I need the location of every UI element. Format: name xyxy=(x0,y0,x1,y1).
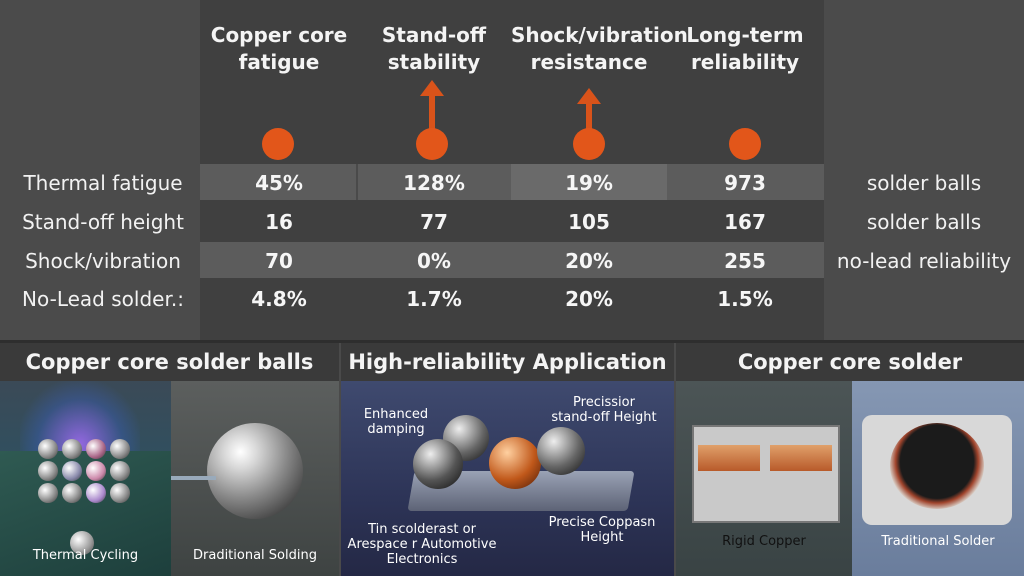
row-note: solder balls xyxy=(866,171,982,195)
column-header-line1: Shock/vibration xyxy=(511,23,688,47)
label-line: Precissior xyxy=(573,395,635,410)
dot-marker-icon xyxy=(262,128,294,160)
solder-ball xyxy=(38,461,58,481)
label-line: Electronics xyxy=(386,552,458,567)
row-label-thermal-fatigue: Thermal fatigue xyxy=(23,171,183,195)
table-cell: 20% xyxy=(565,249,613,273)
column-header-copper-core-fatigue: Copper core fatigue xyxy=(201,22,357,76)
table-cell: 1.7% xyxy=(406,287,462,311)
thermal-cycling-panel: Thermal Cycling xyxy=(0,381,171,576)
solder-ball xyxy=(38,483,58,503)
row-label-stand-off-height: Stand-off height xyxy=(22,210,184,234)
caption-traditional-solding: Draditional Solding xyxy=(193,548,317,563)
label-precision-stand-off: Precissior stand-off Height xyxy=(539,395,669,425)
caption-thermal-cycling: Thermal Cycling xyxy=(32,548,139,563)
table-cell: 45% xyxy=(255,171,303,195)
section-title-copper-core-solder-balls: Copper core solder balls xyxy=(0,343,339,381)
copper-core-ball xyxy=(489,437,541,489)
table-cell: 105 xyxy=(568,210,610,234)
traditional-solding-panel: Draditional Solding xyxy=(171,381,339,576)
divider xyxy=(0,340,1024,343)
section-title-copper-core-solder: Copper core solder xyxy=(676,343,1024,381)
row-band xyxy=(200,242,824,278)
table-cell: 167 xyxy=(724,210,766,234)
table-cell: 0% xyxy=(417,249,451,273)
solder-ball xyxy=(86,461,106,481)
label-line: stand-off Height xyxy=(551,410,657,425)
solder-ball xyxy=(70,531,94,555)
label-line: Arespace r Automotive xyxy=(347,537,497,552)
column-header-line2: fatigue xyxy=(238,50,320,74)
cross-section xyxy=(692,425,840,523)
column-header-line2: resistance xyxy=(530,50,648,74)
column-header-stand-off-stability: Stand-off stability xyxy=(356,22,512,76)
solder-ball xyxy=(86,483,106,503)
copper-layer xyxy=(770,445,832,471)
label-line: Precise Coppasn xyxy=(548,515,656,530)
row-note: no-lead reliability xyxy=(836,249,1012,273)
table-cell: 16 xyxy=(265,210,293,234)
table-cell: 973 xyxy=(724,171,766,195)
label-tin-aerospace: Tin scolderast or Arespace r Automotive … xyxy=(347,522,497,567)
column-header-line1: Stand-off xyxy=(381,23,487,47)
table-cell: 128% xyxy=(403,171,465,195)
column-header-line1: Copper core xyxy=(210,23,348,47)
column-header-long-term-reliability: Long-term reliability xyxy=(667,22,823,76)
table-cell: 255 xyxy=(724,249,766,273)
steel-ball xyxy=(207,423,303,519)
traditional-solder-panel: Traditional Solder xyxy=(852,381,1024,576)
application-panel: Enhanced damping Precissior stand-off He… xyxy=(341,381,674,576)
table-cell: 19% xyxy=(565,171,613,195)
table-cell: 20% xyxy=(565,287,613,311)
highlight-cell xyxy=(511,164,667,200)
solder-void xyxy=(890,423,984,509)
circuit-board xyxy=(0,451,171,576)
label-line: damping xyxy=(367,422,425,437)
copper-layer xyxy=(698,445,760,471)
label-enhanced-damping: Enhanced damping xyxy=(351,407,441,437)
arrow-up-icon xyxy=(416,80,448,160)
row-label-no-lead-solder: No-Lead solder.: xyxy=(22,287,184,311)
solder-ball xyxy=(110,439,130,459)
label-line: Height xyxy=(580,530,624,545)
solder-ball xyxy=(86,439,106,459)
solder-ball xyxy=(38,439,58,459)
section-title-high-reliability-application: High-reliability Application xyxy=(341,343,674,381)
column-header-line2: reliability xyxy=(690,50,800,74)
label-line: Enhanced xyxy=(363,407,429,422)
solder-ball xyxy=(62,461,82,481)
row-note: solder balls xyxy=(866,210,982,234)
dot-marker-icon xyxy=(729,128,761,160)
solder-ball xyxy=(110,483,130,503)
probe xyxy=(171,476,216,480)
column-header-line2: stability xyxy=(387,50,481,74)
row-label-shock-vibration: Shock/vibration xyxy=(25,249,181,273)
table-cell: 77 xyxy=(420,210,448,234)
solder-ball xyxy=(110,461,130,481)
divider xyxy=(356,164,358,200)
solder-ball xyxy=(62,483,82,503)
table-cell: 4.8% xyxy=(251,287,307,311)
table-cell: 1.5% xyxy=(717,287,773,311)
arrow-up-icon xyxy=(573,88,605,160)
rigid-copper-panel: Rigid Copper xyxy=(676,381,852,576)
table-cell: 70 xyxy=(265,249,293,273)
solder-ball xyxy=(413,439,463,489)
solder-ball xyxy=(62,439,82,459)
caption-traditional-solder: Traditional Solder xyxy=(881,534,995,549)
column-header-shock-vibration-resistance: Shock/vibration resistance xyxy=(511,22,688,76)
label-line: Tin scolderast or xyxy=(368,522,476,537)
column-header-line1: Long-term xyxy=(686,23,804,47)
solder-ball xyxy=(537,427,585,475)
label-precise-copper-height: Precise Coppasn Height xyxy=(537,515,667,545)
caption-rigid-copper: Rigid Copper xyxy=(722,534,806,549)
